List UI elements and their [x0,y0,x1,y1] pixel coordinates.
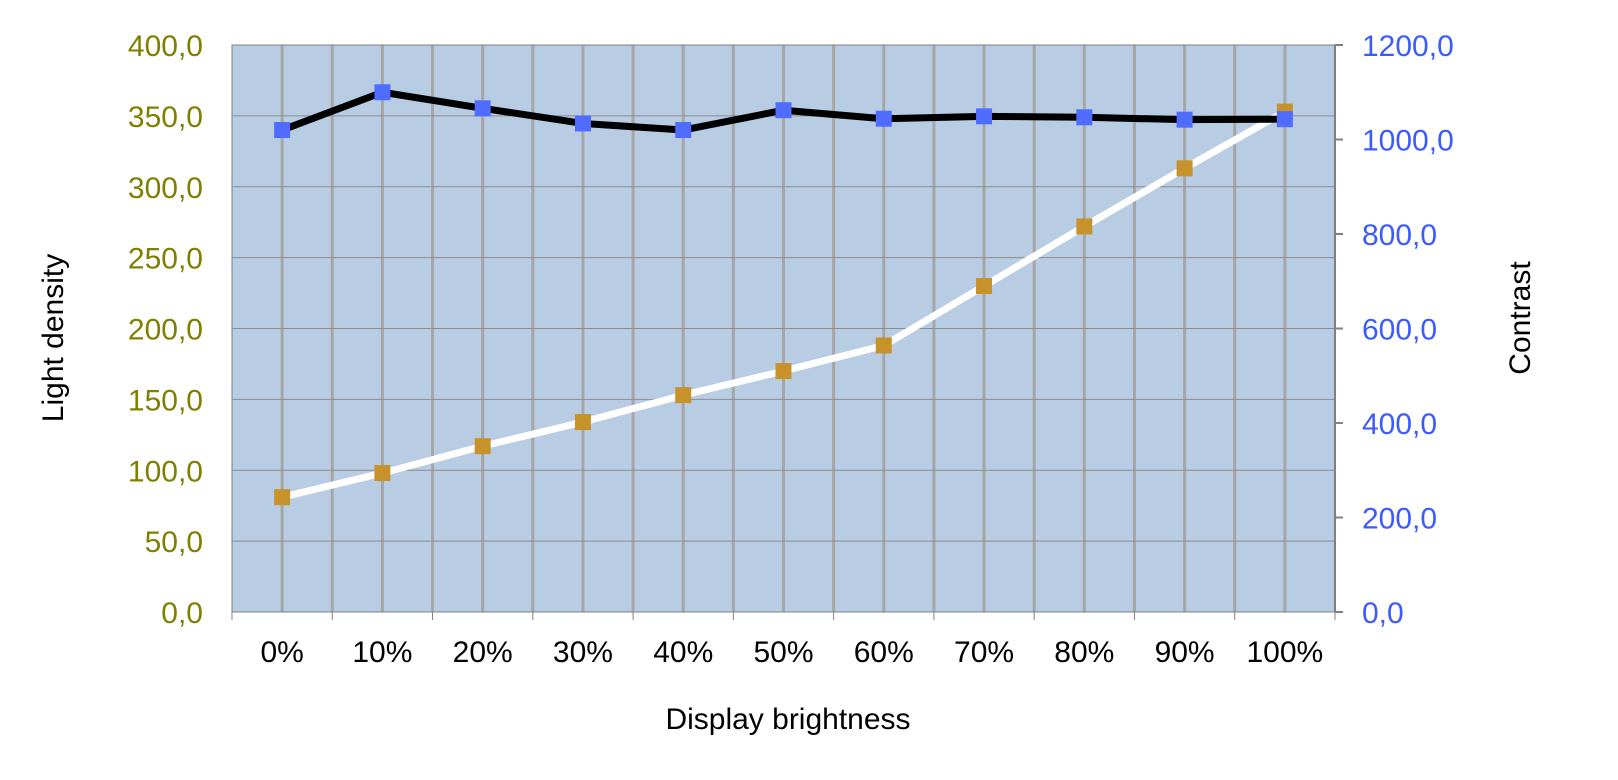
series-2-marker [1176,111,1193,128]
left-y-tick-label: 250,0 [128,243,203,276]
x-tick-label: 50% [753,636,813,669]
x-tick-label: 40% [653,636,713,669]
right-y-tick-label: 800,0 [1362,219,1437,252]
left-y-tick-label: 0,0 [161,597,203,630]
series-layer [274,84,1293,506]
series-1-marker [775,363,792,380]
left-y-tick-label: 350,0 [128,101,203,134]
series-1-marker [875,337,892,354]
right-y-tick-label: 0,0 [1362,597,1404,630]
series-2-marker [675,122,692,139]
x-tick-label: 30% [553,636,613,669]
left-y-tick-label: 400,0 [128,30,203,63]
x-tick-label: 0% [260,636,303,669]
series-2-marker [574,115,591,132]
series-1-marker [274,489,291,506]
series-1-marker [474,438,491,455]
x-tick-label: 60% [854,636,914,669]
series-2-marker [474,100,491,117]
x-tick-label: 10% [352,636,412,669]
series-2-marker [875,110,892,127]
right-y-tick-label: 400,0 [1362,408,1437,441]
left-y-axis-title: Light density [37,254,70,422]
series-1-marker [574,414,591,431]
left-y-tick-label: 200,0 [128,314,203,347]
x-tick-label: 90% [1155,636,1215,669]
x-tick-label: 80% [1054,636,1114,669]
left-y-tick-label: 150,0 [128,384,203,417]
series-2-marker [374,84,391,101]
tick-labels: 0,0 50,0 100,0 150,0 200,0 250,0 300,0 350,0 400… [128,30,1454,669]
left-y-tick-label: 300,0 [128,172,203,205]
x-tick-label: 70% [954,636,1014,669]
series-1-marker [976,277,993,294]
x-tick-label: 20% [453,636,513,669]
plot-area [231,44,1336,613]
series-1-marker [675,387,692,404]
series-1-marker [1176,160,1193,177]
series-1-marker [374,465,391,482]
left-y-tick-label: 100,0 [128,455,203,488]
series-1-marker [1076,218,1093,235]
series-2-marker [1276,111,1293,128]
right-y-axis-title: Contrast [1504,261,1537,375]
right-y-tick-label: 200,0 [1362,503,1437,536]
series-2-marker [775,102,792,119]
right-y-tick-label: 1000,0 [1362,125,1454,158]
axes [231,44,1343,620]
x-tick-label: 100% [1246,636,1323,669]
right-y-tick-label: 1200,0 [1362,30,1454,63]
left-y-tick-label: 50,0 [145,526,203,559]
series-2-marker [976,108,993,125]
x-axis-title: Display brightness [665,703,910,736]
right-y-tick-label: 600,0 [1362,314,1437,347]
series-2-marker [274,122,291,139]
series-2-marker [1076,109,1093,126]
